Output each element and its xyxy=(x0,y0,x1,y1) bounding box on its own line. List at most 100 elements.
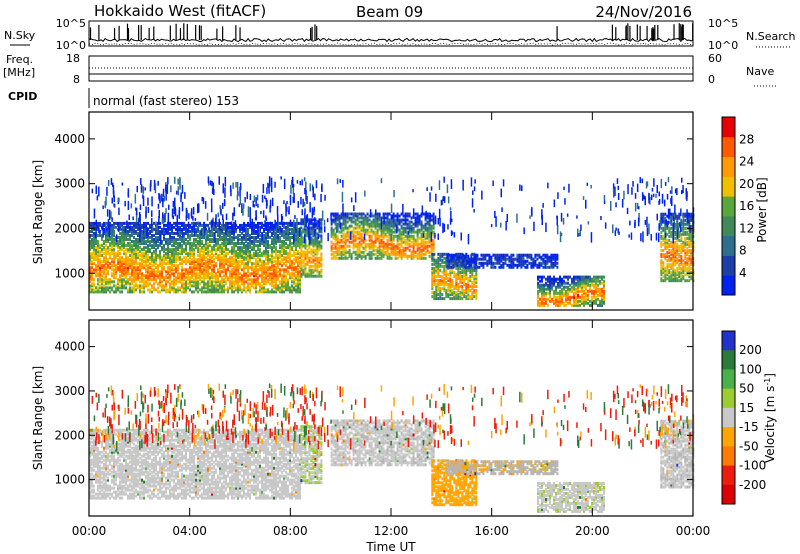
power-cell xyxy=(217,288,219,292)
power-cell xyxy=(127,266,129,270)
power-cell xyxy=(424,222,427,226)
power-cell xyxy=(227,227,229,231)
power-cell xyxy=(601,303,603,307)
power-cell xyxy=(227,266,229,270)
power-cell xyxy=(181,276,183,280)
power-cell xyxy=(458,255,461,259)
power-cell xyxy=(133,266,135,270)
power-cell xyxy=(443,270,446,274)
power-cell xyxy=(95,252,97,256)
power-cell xyxy=(217,280,219,284)
power-cell xyxy=(277,256,279,260)
power-cell xyxy=(348,240,351,244)
power-cell xyxy=(169,290,171,294)
power-cell xyxy=(171,240,173,243)
power-cell xyxy=(219,232,221,235)
power-cell xyxy=(89,276,91,280)
power-cell xyxy=(289,254,291,258)
power-cell xyxy=(318,246,321,250)
power-cell xyxy=(662,269,665,273)
power-cell xyxy=(99,258,101,262)
power-cell xyxy=(460,263,463,267)
power-cell xyxy=(223,268,225,272)
power-cell xyxy=(392,214,395,218)
power-cell xyxy=(281,260,283,264)
power-cell xyxy=(95,254,97,258)
power-cell xyxy=(443,289,446,293)
power-cell xyxy=(334,244,337,248)
power-cell xyxy=(143,286,145,290)
power-cell xyxy=(277,238,279,241)
power-cell xyxy=(203,223,205,227)
power-cell xyxy=(89,221,91,225)
power-cell xyxy=(424,216,427,220)
power-cell xyxy=(119,274,121,278)
power-cell xyxy=(283,256,285,260)
power-cell xyxy=(542,257,545,261)
power-cell xyxy=(374,256,377,260)
power-cell xyxy=(522,261,525,265)
power-cell xyxy=(370,220,373,224)
power-cell xyxy=(253,252,255,256)
power-cell xyxy=(569,283,571,287)
power-cell xyxy=(664,212,667,216)
power-cell xyxy=(422,246,425,250)
power-cell xyxy=(404,248,407,252)
power-cell xyxy=(439,281,442,284)
power-cell xyxy=(358,240,361,244)
power-cell xyxy=(374,234,377,238)
power-cell xyxy=(125,238,127,241)
power-cell xyxy=(601,275,603,279)
power-cell xyxy=(542,253,545,257)
power-cell xyxy=(129,272,131,276)
power-cell xyxy=(159,270,161,274)
power-cell xyxy=(431,252,434,256)
power-cell xyxy=(430,240,433,244)
power-cell xyxy=(183,236,185,239)
power-cell xyxy=(259,284,261,288)
power-cell xyxy=(666,267,669,271)
power-cell xyxy=(547,303,549,307)
power-cell xyxy=(177,276,179,280)
power-cell xyxy=(455,285,458,288)
power-cell xyxy=(540,255,543,259)
power-cell xyxy=(372,242,375,246)
power-cell xyxy=(362,226,365,230)
power-cell xyxy=(390,242,393,246)
power-cell xyxy=(457,293,460,297)
power-cell xyxy=(386,218,389,222)
power-cell xyxy=(207,286,209,290)
power-cell xyxy=(265,242,267,245)
power-cell xyxy=(179,280,181,284)
power-cell xyxy=(205,238,207,241)
power-cell xyxy=(169,286,171,290)
power-cell xyxy=(441,281,444,284)
power-cell xyxy=(404,214,407,218)
power-cell xyxy=(229,256,231,260)
power-cell xyxy=(338,230,341,234)
power-cell xyxy=(426,212,429,216)
power-cell xyxy=(437,252,440,256)
power-cell xyxy=(161,272,163,276)
power-cell xyxy=(251,284,253,288)
power-cell xyxy=(583,297,585,301)
power-cell xyxy=(283,262,285,266)
power-cell xyxy=(235,230,237,233)
power-cell xyxy=(372,248,375,252)
power-cell xyxy=(195,227,197,231)
power-cell xyxy=(121,246,123,250)
power-cell xyxy=(453,273,456,276)
power-cell xyxy=(119,242,121,245)
power-cell xyxy=(461,270,464,274)
power-cell xyxy=(318,242,321,246)
power-cell xyxy=(149,250,151,254)
power-cell xyxy=(320,268,323,272)
power-cell xyxy=(131,274,133,278)
power-cell xyxy=(135,276,137,280)
power-cell xyxy=(449,285,452,288)
power-cell xyxy=(488,261,491,265)
power-cell xyxy=(587,277,589,281)
power-cell xyxy=(245,244,247,248)
power-cell xyxy=(237,290,239,294)
station-title: Hokkaido West (fitACF) xyxy=(94,2,266,20)
